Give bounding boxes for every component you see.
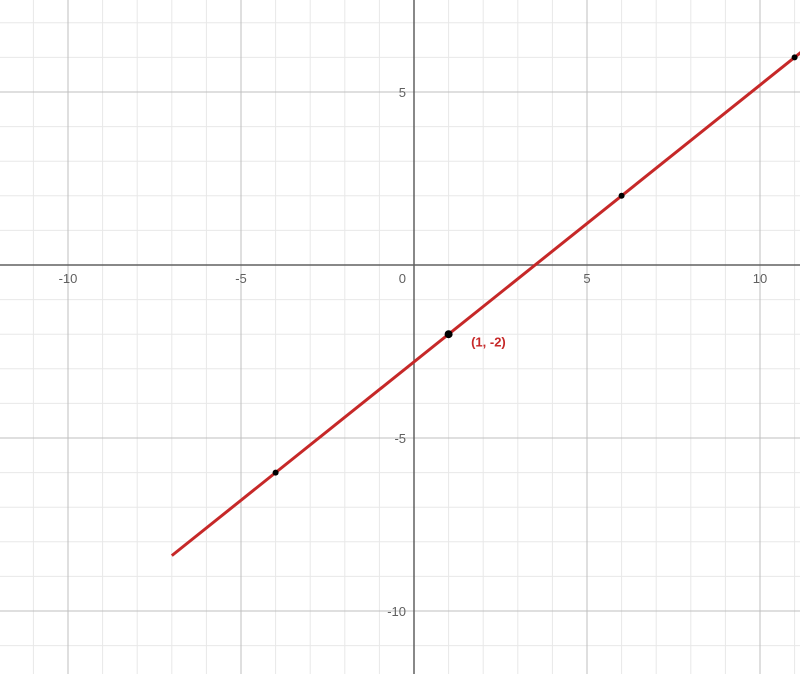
chart-svg: -10 -5 5 10 5 -5 -10 0 (1, -2)	[0, 0, 800, 674]
y-tick-label: -5	[394, 431, 406, 446]
x-tick-label: -5	[235, 271, 247, 286]
origin-label: 0	[399, 271, 406, 286]
x-tick-label: 5	[583, 271, 590, 286]
data-point	[792, 54, 798, 60]
data-point	[445, 330, 453, 338]
x-tick-label: 10	[753, 271, 767, 286]
data-point	[273, 470, 279, 476]
y-tick-label: -10	[387, 604, 406, 619]
coordinate-plane-chart: -10 -5 5 10 5 -5 -10 0 (1, -2)	[0, 0, 800, 674]
point-annotation: (1, -2)	[471, 334, 506, 349]
y-tick-label: 5	[399, 85, 406, 100]
data-point	[619, 193, 625, 199]
x-tick-label: -10	[59, 271, 78, 286]
